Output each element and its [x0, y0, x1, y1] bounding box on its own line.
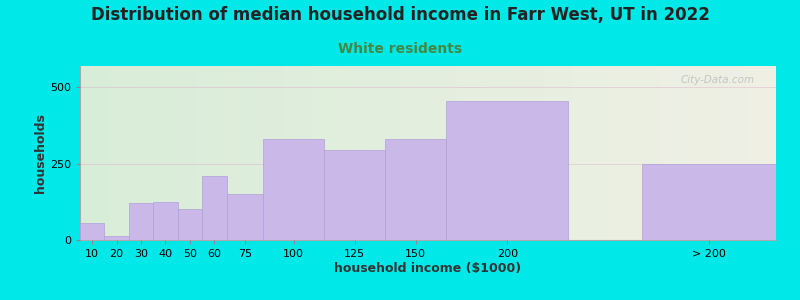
Bar	[324, 150, 386, 240]
Bar	[642, 164, 776, 240]
Bar	[129, 203, 154, 240]
Text: White residents: White residents	[338, 42, 462, 56]
Bar	[80, 223, 105, 240]
Bar	[202, 176, 226, 240]
Y-axis label: households: households	[34, 113, 47, 193]
Bar	[154, 202, 178, 240]
X-axis label: household income ($1000): household income ($1000)	[334, 262, 522, 275]
Bar	[178, 209, 202, 240]
Bar	[105, 236, 129, 240]
Bar	[386, 139, 446, 240]
Bar	[446, 101, 569, 240]
Bar	[226, 194, 263, 240]
Text: Distribution of median household income in Farr West, UT in 2022: Distribution of median household income …	[90, 6, 710, 24]
Bar	[263, 139, 324, 240]
Text: City-Data.com: City-Data.com	[681, 75, 755, 85]
